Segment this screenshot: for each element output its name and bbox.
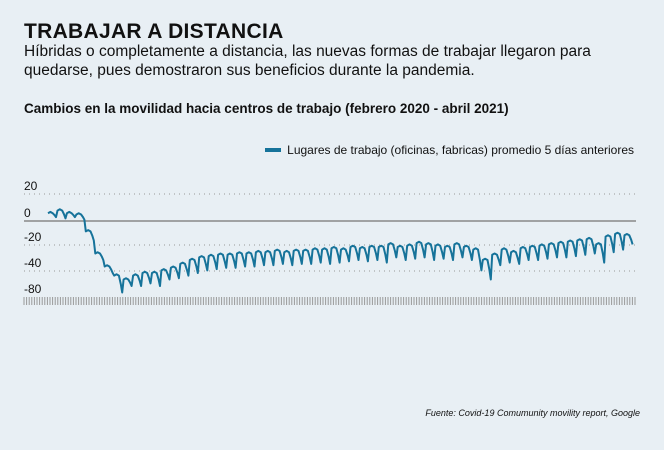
- y-tick-label: -40: [24, 256, 42, 270]
- legend-label: Lugares de trabajo (oficinas, fabricas) …: [287, 143, 634, 157]
- y-tick-label: -80: [24, 282, 42, 296]
- subtitle: Híbridas o completamente a distancia, la…: [24, 43, 591, 79]
- legend-swatch: [265, 148, 282, 152]
- y-tick-label: -20: [24, 230, 42, 244]
- source-note: Fuente: Covid-19 Comumunity movility rep…: [425, 408, 640, 418]
- series-line: [47, 208, 634, 294]
- legend: Lugares de trabajo (oficinas, fabricas) …: [265, 143, 634, 157]
- y-tick-label: 0: [24, 206, 31, 220]
- page-title: TRABAJAR A DISTANCIA: [24, 20, 284, 43]
- chart-title: Cambios en la movilidad hacia centros de…: [24, 101, 509, 116]
- y-tick-label: 20: [24, 179, 38, 193]
